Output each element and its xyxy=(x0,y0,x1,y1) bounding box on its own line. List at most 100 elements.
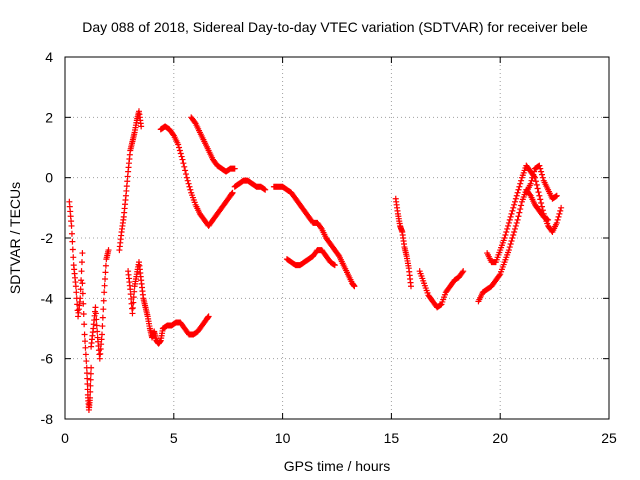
y-tick-labels: -8 -6 -4 -2 0 2 4 xyxy=(41,49,54,427)
series-arc-9 xyxy=(392,195,414,290)
data-point xyxy=(87,370,94,377)
data-point xyxy=(501,235,508,241)
data-point xyxy=(99,323,106,330)
data-point xyxy=(78,259,85,266)
data-point xyxy=(179,156,186,163)
y-tick-label: -8 xyxy=(41,411,54,427)
y-tick-label: -4 xyxy=(41,290,54,306)
data-point xyxy=(182,167,189,174)
data-point xyxy=(82,351,89,358)
data-point xyxy=(261,186,268,193)
y-tick-label: 0 xyxy=(45,170,53,186)
data-point xyxy=(513,219,520,226)
data-point xyxy=(87,376,94,383)
data-point xyxy=(515,186,522,193)
data-point xyxy=(176,147,183,154)
data-point xyxy=(129,310,136,317)
data-point xyxy=(496,272,503,279)
x-tick-label: 5 xyxy=(170,430,178,446)
data-point xyxy=(505,219,512,226)
x-tick-labels: 0 5 10 15 20 25 xyxy=(61,430,617,446)
data-point xyxy=(533,181,540,188)
series-arc-7 xyxy=(270,183,358,290)
data-point xyxy=(191,119,198,126)
series-arc-10 xyxy=(416,268,467,311)
data-point xyxy=(516,183,523,190)
data-point xyxy=(504,225,511,232)
data-point xyxy=(503,228,510,235)
data-point xyxy=(81,331,88,338)
data-point xyxy=(538,168,545,175)
data-point xyxy=(437,301,444,308)
data-point xyxy=(514,189,521,196)
data-point xyxy=(515,213,522,220)
data-point xyxy=(527,180,534,187)
series-arc-2 xyxy=(116,108,145,254)
data-point xyxy=(517,206,524,213)
data-point xyxy=(556,210,563,217)
data-point xyxy=(101,282,108,289)
data-point xyxy=(138,123,145,130)
data-point xyxy=(82,344,89,351)
data-point xyxy=(518,177,525,184)
data-point xyxy=(92,304,99,311)
data-point xyxy=(177,150,184,157)
data-point xyxy=(181,163,188,170)
data-point xyxy=(262,186,269,193)
data-point xyxy=(512,195,519,202)
data-point xyxy=(510,231,517,238)
data-point xyxy=(511,201,518,208)
data-point xyxy=(536,162,543,169)
data-point xyxy=(526,191,533,198)
data-point xyxy=(77,286,84,293)
data-point xyxy=(186,183,193,190)
x-axis-label: GPS time / hours xyxy=(284,458,391,474)
series-arc-1a xyxy=(66,198,86,320)
x-tick-label: 10 xyxy=(275,430,291,446)
data-point xyxy=(84,375,91,382)
data-point xyxy=(317,224,324,231)
data-point xyxy=(93,316,100,323)
data-point xyxy=(79,250,86,257)
data-point xyxy=(532,178,539,185)
data-point xyxy=(87,382,94,389)
data-point xyxy=(105,247,112,254)
data-point xyxy=(175,141,182,148)
data-point xyxy=(505,247,512,254)
series-arc-6 xyxy=(231,177,269,193)
y-tick-label: -6 xyxy=(41,351,54,367)
data-point xyxy=(529,174,536,181)
data-point xyxy=(185,180,192,187)
data-point xyxy=(187,186,194,193)
data-point xyxy=(330,261,337,268)
data-point xyxy=(79,290,86,297)
data-point xyxy=(528,177,535,184)
data-point xyxy=(509,207,516,214)
data-point xyxy=(100,297,107,304)
data-point xyxy=(70,254,77,261)
x-tick-label: 0 xyxy=(61,430,69,446)
data-point xyxy=(557,207,564,214)
data-point xyxy=(511,228,518,235)
data-point xyxy=(514,216,521,223)
data-point xyxy=(178,153,185,160)
data-point xyxy=(102,276,109,283)
data-point xyxy=(506,216,513,223)
series-arc-3a xyxy=(125,259,166,347)
data-point xyxy=(552,193,559,200)
data-point xyxy=(407,283,414,290)
data-point xyxy=(511,225,518,232)
series-arc-5 xyxy=(188,114,238,175)
data-point xyxy=(511,198,518,205)
x-tick-label: 25 xyxy=(601,430,617,446)
data-point xyxy=(84,381,91,388)
data-point xyxy=(69,238,76,245)
data-point xyxy=(72,283,79,290)
data-point xyxy=(176,144,183,151)
data-point xyxy=(553,219,560,226)
data-point xyxy=(87,388,94,395)
chart-title: Day 088 of 2018, Sidereal Day-to-day VTE… xyxy=(82,19,588,35)
data-point xyxy=(100,306,107,313)
series-arc-1b xyxy=(79,280,95,413)
data-point xyxy=(554,216,561,223)
